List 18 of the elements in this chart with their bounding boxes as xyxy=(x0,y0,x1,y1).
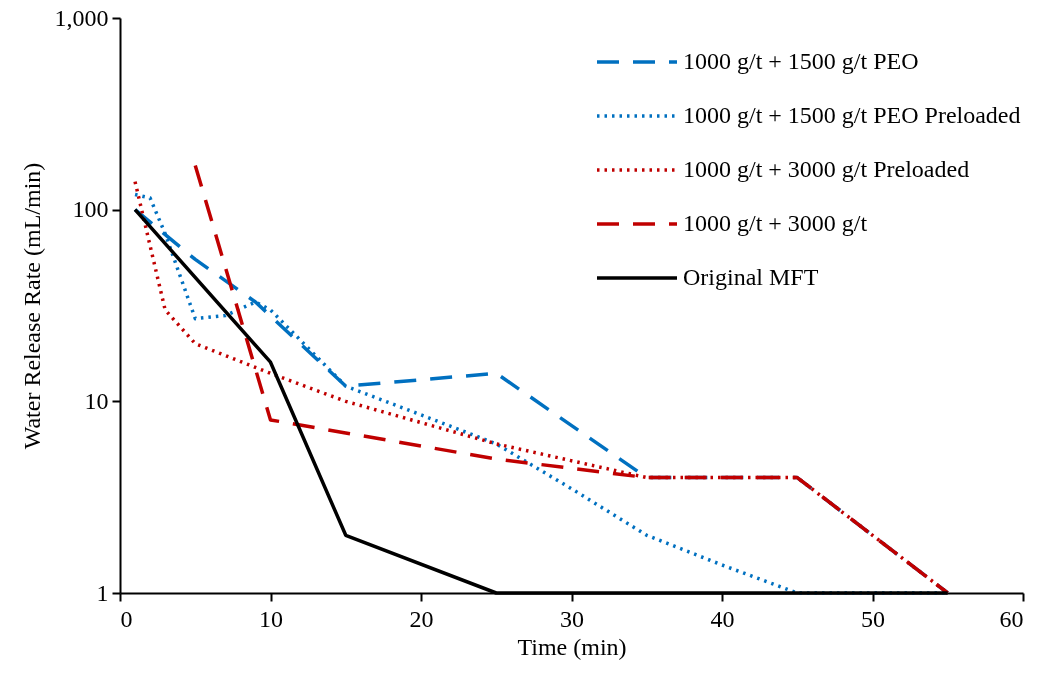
x-tick-label: 50 xyxy=(861,605,885,632)
x-tick-label: 30 xyxy=(560,605,584,632)
legend-label: Original MFT xyxy=(683,264,819,290)
x-tick-label: 10 xyxy=(259,605,283,632)
y-tick-label: 100 xyxy=(72,196,109,223)
y-tick-label: 10 xyxy=(84,387,109,414)
legend-label: 1000 g/t + 1500 g/t PEO Preloaded xyxy=(683,102,1021,128)
x-tick-label: 0 xyxy=(120,605,133,632)
x-tick-label: 20 xyxy=(409,605,434,632)
y-tick-label: 1 xyxy=(96,579,109,606)
x-tick-label: 60 xyxy=(999,605,1024,632)
y-tick-label: 1,000 xyxy=(54,4,109,31)
legend-label: 1000 g/t + 3000 g/t Preloaded xyxy=(683,156,970,182)
legend-label: 1000 g/t + 1500 g/t PEO xyxy=(683,48,919,74)
y-axis-title: Water Release Rate (mL/min) xyxy=(18,162,45,450)
x-tick-label: 40 xyxy=(710,605,735,632)
legend-label: 1000 g/t + 3000 g/t xyxy=(683,210,868,236)
x-axis-title: Time (min) xyxy=(517,633,627,660)
